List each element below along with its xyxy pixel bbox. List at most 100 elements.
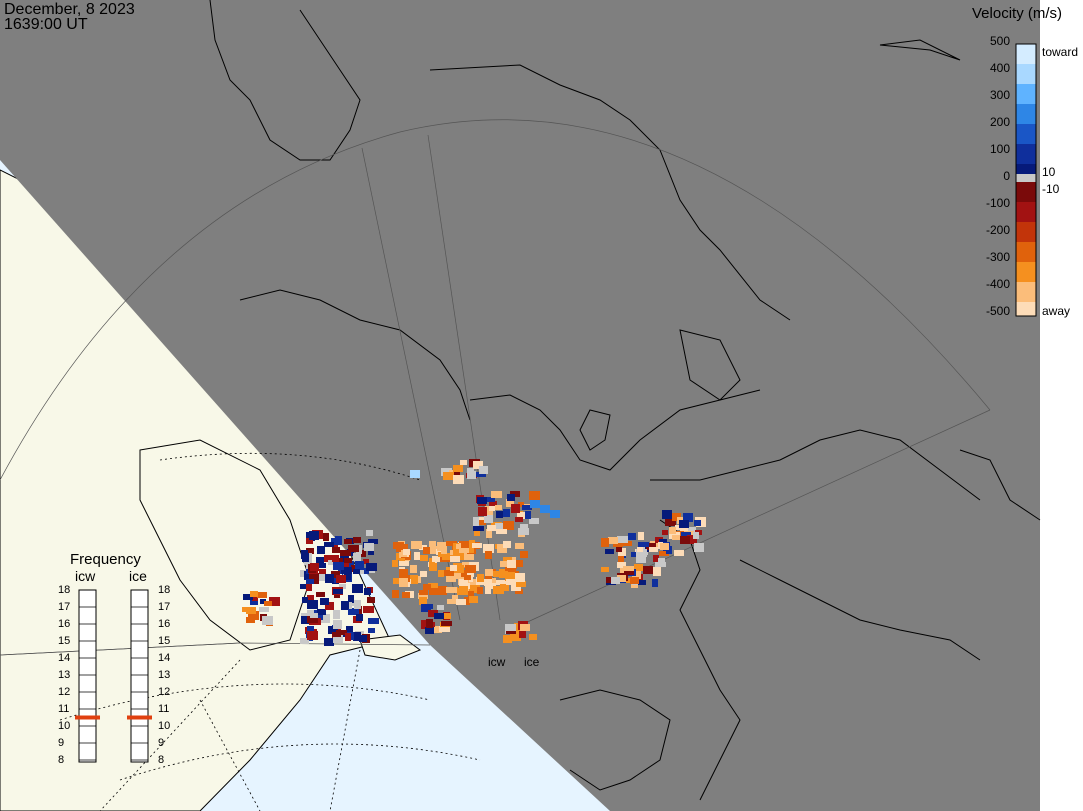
velocity-cell	[687, 535, 697, 544]
freq-tick-icw-15: 15	[58, 635, 71, 647]
velocity-cell	[316, 592, 325, 597]
velocity-cell	[469, 596, 478, 603]
velocity-cell	[634, 564, 643, 571]
velocity-tick-minus-300: -300	[985, 250, 1010, 264]
freq-tick-ice-17: 17	[158, 601, 171, 613]
velocity-cell	[432, 556, 440, 562]
colorbar-away-band-3	[1016, 222, 1036, 242]
velocity-cell	[304, 571, 312, 580]
velocity-cell	[631, 552, 640, 557]
velocity-cell	[474, 530, 480, 536]
velocity-cell	[421, 620, 430, 629]
velocity-cell	[695, 517, 706, 522]
velocity-cell	[309, 610, 320, 615]
velocity-cell	[320, 598, 329, 605]
velocity-cell	[325, 602, 334, 610]
velocity-cell	[410, 565, 417, 573]
freq-tick-ice-18: 18	[158, 584, 171, 596]
velocity-cell	[516, 560, 523, 567]
velocity-cell	[252, 596, 258, 601]
velocity-cell	[653, 555, 659, 562]
velocity-cell	[499, 569, 508, 578]
velocity-cell	[489, 506, 495, 511]
velocity-cell	[333, 589, 343, 594]
velocity-cell	[315, 573, 325, 581]
freq-tick-icw-9: 9	[58, 737, 65, 749]
velocity-cell	[438, 570, 444, 577]
velocity-cell	[441, 613, 451, 619]
velocity-cell	[649, 547, 658, 552]
velocity-cell	[453, 465, 463, 472]
velocity-cell	[332, 632, 341, 637]
iceland-land	[359, 634, 422, 661]
velocity-cell	[411, 541, 422, 549]
velocity-cell	[462, 562, 469, 567]
velocity-tick-minus-100: -100	[985, 196, 1010, 210]
velocity-cell	[399, 578, 408, 587]
velocity-cell	[478, 507, 487, 516]
velocity-cell	[485, 569, 493, 576]
velocity-cell	[262, 616, 273, 625]
velocity-cell	[605, 549, 614, 554]
velocity-cell	[328, 560, 337, 565]
velocity-cell	[257, 592, 267, 598]
freq-tick-icw-12: 12	[58, 686, 71, 698]
colorbar-toward-band-4	[1016, 104, 1036, 124]
velocity-cell	[468, 591, 474, 600]
velocity-cell	[461, 542, 469, 549]
velocity-cell	[479, 520, 486, 525]
velocity-cell	[489, 501, 497, 506]
velocity-cell	[300, 638, 309, 644]
colorbar-toward-band-3	[1016, 84, 1036, 104]
night-shade	[0, 0, 1040, 811]
velocity-cell	[529, 634, 537, 640]
velocity-cell	[306, 584, 312, 591]
velocity-cell	[505, 572, 515, 581]
velocity-cell	[468, 545, 474, 553]
velocity-cell	[437, 586, 447, 595]
velocity-cell	[420, 555, 428, 561]
velocity-tick-100: 100	[989, 142, 1010, 156]
velocity-cell	[353, 553, 361, 561]
freq-tick-ice-10: 10	[158, 720, 171, 732]
velocity-cell	[443, 472, 454, 480]
velocity-cell	[463, 552, 474, 560]
velocity-cell	[493, 571, 501, 577]
velocity-cell	[486, 497, 495, 502]
velocity-cell	[454, 565, 464, 573]
velocity-tick-300: 300	[989, 88, 1010, 102]
freq-tick-icw-8: 8	[58, 754, 65, 766]
velocity-cell	[623, 541, 632, 546]
velocity-cell	[356, 614, 363, 621]
velocity-cell	[438, 552, 447, 557]
velocity-cell	[302, 553, 309, 562]
velocity-cell	[306, 579, 314, 584]
freq-tick-ice-9: 9	[158, 737, 165, 749]
velocity-cell	[341, 601, 349, 610]
velocity-cell	[411, 575, 418, 584]
freq-tick-icw-11: 11	[58, 703, 70, 715]
velocity-cell	[464, 575, 471, 580]
velocity-cell	[339, 584, 346, 589]
velocity-cell	[364, 588, 371, 595]
velocity-cell	[316, 611, 323, 620]
velocity-cell	[503, 509, 510, 517]
velocity-tick-0: 0	[1003, 169, 1010, 183]
threshold-negative-label: -10	[1042, 182, 1060, 196]
velocity-cell	[616, 547, 622, 552]
velocity-cell	[467, 471, 476, 479]
velocity-cell	[431, 626, 442, 633]
velocity-cell	[310, 563, 319, 571]
velocity-cell	[368, 628, 375, 633]
velocity-cell	[520, 624, 530, 631]
velocity-cell	[694, 520, 701, 526]
velocity-cell	[345, 633, 351, 641]
velocity-cell	[317, 609, 326, 615]
velocity-cell	[301, 616, 309, 624]
velocity-cell	[348, 545, 359, 552]
velocity-cell	[460, 460, 467, 465]
velocity-cell	[359, 635, 367, 642]
velocity-cell	[403, 549, 410, 555]
colorbar-away-band-4	[1016, 242, 1036, 262]
colorbar-away-band-6	[1016, 282, 1036, 302]
